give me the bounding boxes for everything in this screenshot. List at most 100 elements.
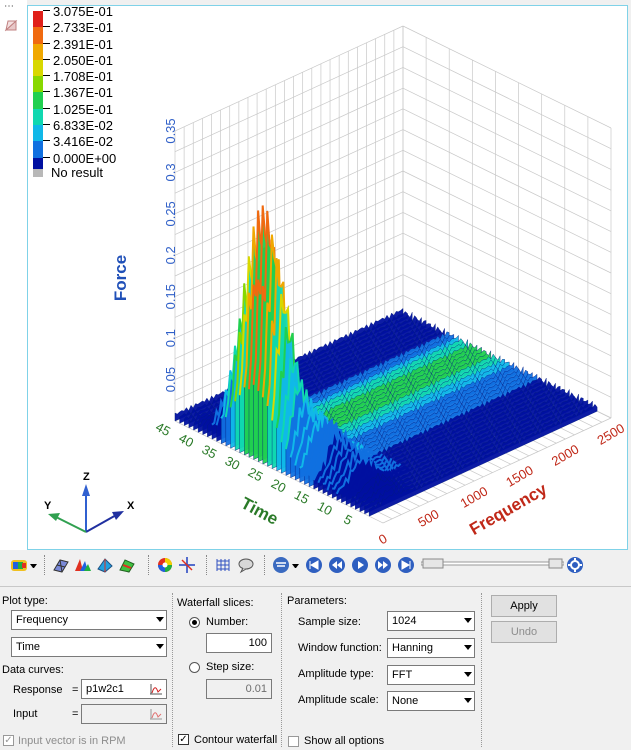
show-all-options-checkbox[interactable]	[288, 736, 299, 747]
legend-value: 1.025E-01	[53, 101, 113, 117]
grid-line	[174, 191, 404, 298]
no-result-label: No result	[51, 165, 104, 180]
grid-line	[174, 170, 404, 277]
sample-size-label: Sample size:	[298, 616, 361, 628]
z-tick-label: 0.05	[163, 367, 178, 392]
last-frame-icon[interactable]	[397, 556, 415, 574]
legend-tick	[43, 26, 50, 28]
grid-line	[402, 25, 612, 129]
x-tick-label: 1000	[458, 483, 491, 510]
undo-button[interactable]: Undo	[491, 621, 557, 643]
grid-line	[174, 25, 404, 132]
panel-separator	[172, 593, 173, 747]
axis-triad: Z X Y	[44, 471, 135, 533]
legend-value: 2.733E-01	[53, 20, 113, 36]
rpm-checkbox: ✓	[3, 735, 14, 746]
triad-tool-icon[interactable]	[4, 18, 18, 32]
x-tick-label: 2000	[549, 441, 582, 468]
settings-icon[interactable]	[566, 556, 584, 574]
contour-waterfall-checkbox[interactable]: ✓	[178, 734, 189, 745]
z-tick-label: 0.25	[163, 201, 178, 226]
waterfall-icon[interactable]	[74, 556, 92, 574]
chevron-down-icon	[464, 645, 472, 650]
response-label: Response	[13, 684, 63, 696]
input-field	[81, 704, 167, 724]
dropdown-arrow-icon[interactable]	[30, 564, 37, 569]
waterfall-plot: 0.350.30.250.20.150.10.05454035302520151…	[44, 25, 627, 548]
chevron-down-icon	[464, 672, 472, 677]
window-function-select[interactable]: Hanning	[387, 638, 475, 658]
plot-type-value: Frequency	[16, 614, 68, 626]
play-icon[interactable]	[351, 556, 369, 574]
legend-tick	[43, 75, 50, 77]
color-wheel-icon[interactable]	[156, 556, 174, 574]
mesh-icon[interactable]	[52, 556, 70, 574]
triad-x-label: X	[127, 500, 135, 512]
toolbar-separator	[206, 555, 207, 575]
z-tick-label: 0.35	[163, 118, 178, 143]
chevron-down-icon	[464, 618, 472, 623]
grid-icon[interactable]	[214, 556, 232, 574]
z-tick-label: 0.1	[163, 329, 178, 347]
grid-line	[402, 253, 612, 357]
grid-line	[402, 108, 612, 212]
plot-type-select[interactable]: Frequency	[11, 610, 167, 630]
animation-slider[interactable]	[421, 558, 564, 570]
x-tick-label: 0	[376, 531, 390, 548]
chevron-down-icon	[464, 698, 472, 703]
dropdown-arrow-icon[interactable]	[292, 564, 299, 569]
grid-line	[174, 108, 404, 215]
rewind-icon[interactable]	[328, 556, 346, 574]
amplitude-scale-label: Amplitude scale:	[298, 694, 379, 706]
data-curves-label: Data curves:	[2, 664, 64, 676]
legend-swatch	[33, 11, 43, 28]
second-axis-select[interactable]: Time	[11, 637, 167, 657]
amplitude-scale-select[interactable]: None	[387, 691, 475, 711]
input-label: Input	[13, 708, 38, 720]
response-field[interactable]: p1w2c1	[81, 679, 167, 699]
step-size-radio[interactable]	[189, 662, 200, 673]
waterfall-slice	[355, 397, 584, 510]
stack-icon[interactable]	[118, 556, 136, 574]
plot-type-label: Plot type:	[2, 595, 48, 607]
grid-line	[402, 67, 612, 170]
filter-icon[interactable]	[272, 556, 290, 574]
crosshair-icon[interactable]	[178, 556, 196, 574]
more-options-icon[interactable]: ⋯	[4, 1, 15, 12]
waterfall-slices-label: Waterfall slices:	[177, 597, 254, 609]
contour-plot-icon[interactable]	[10, 556, 28, 574]
contour-waterfall-label: Contour waterfall	[194, 734, 278, 746]
curve-picker-icon	[150, 709, 162, 720]
curve-picker-icon[interactable]	[149, 683, 163, 695]
response-equals: =	[72, 684, 79, 696]
z-axis-title: Force	[111, 255, 130, 301]
y-tick-label: 45	[153, 419, 173, 439]
waterfall-crest	[326, 441, 393, 491]
note-icon[interactable]	[237, 556, 255, 574]
y-tick-label: 20	[269, 476, 289, 496]
legend-no-result: No result	[33, 165, 103, 180]
y-tick-label: 35	[199, 442, 219, 462]
apply-button[interactable]: Apply	[491, 595, 557, 617]
surface-icon[interactable]	[96, 556, 114, 574]
grid-line	[402, 87, 612, 191]
sample-size-select[interactable]: 1024	[387, 611, 475, 631]
fast-forward-icon[interactable]	[374, 556, 392, 574]
grid-line	[174, 46, 404, 153]
first-frame-icon[interactable]	[305, 556, 323, 574]
grid-line	[402, 129, 612, 232]
grid-line	[174, 232, 404, 339]
grid-line	[402, 212, 612, 315]
legend-tick	[43, 42, 50, 44]
grid-line	[174, 129, 404, 235]
plot-viewport[interactable]: 0.35 0.3 0.25 0.2 0.15 0.1 0.05 45 40 35 30 25 20 15 1…	[27, 4, 628, 550]
number-label: Number:	[206, 616, 249, 628]
grid-line	[402, 170, 612, 274]
z-tick-label: 0.3	[163, 163, 178, 181]
amplitude-type-select[interactable]: FFT	[387, 665, 475, 685]
z-tick-label: 0.15	[163, 284, 178, 309]
number-radio[interactable]	[189, 617, 200, 628]
y-tick-label: 25	[246, 464, 266, 484]
number-field[interactable]: 100	[206, 633, 272, 653]
z-tick-label: 0.2	[163, 246, 178, 264]
